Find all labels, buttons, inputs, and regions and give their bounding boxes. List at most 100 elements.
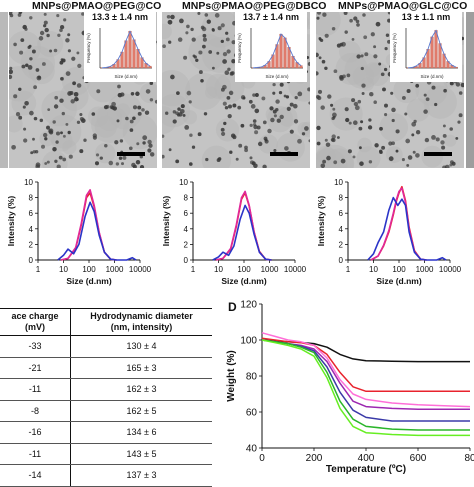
dls-series-line — [371, 187, 427, 260]
y-tick-label: 0 — [184, 256, 189, 265]
col-header-charge: ace charge (mV) — [0, 309, 71, 336]
y-tick-label: 10 — [179, 178, 188, 187]
dls-series-line — [216, 191, 272, 260]
x-tick-label: 100 — [392, 265, 406, 274]
histogram-inset-1: 13.3 ± 1.4 nm Size (d.nm) Frequency (%) — [84, 12, 156, 82]
x-tick-label: 10 — [59, 265, 68, 274]
histogram-bar — [280, 34, 283, 68]
y-tick-label: 2 — [29, 240, 34, 249]
dls-y-label: Intensity (%) — [316, 196, 326, 247]
histogram-bar — [435, 30, 438, 68]
tga-x-tick: 200 — [306, 453, 323, 464]
tga-y-tick: 40 — [246, 444, 258, 455]
panel-title-2: MNPs@PMAO@PEG@DBCO — [182, 0, 326, 12]
y-tick-label: 0 — [339, 256, 344, 265]
tga-x-tick: 600 — [410, 453, 427, 464]
hist-y-label: Frequency (%) — [392, 33, 397, 63]
panel-title-3: MNPs@PMAO@GLC@CO — [338, 0, 467, 12]
histogram-inset-2: 13.7 ± 1.4 nm Size (d.nm) Frequency (%) — [235, 12, 307, 82]
cell-charge: -11 — [0, 443, 71, 465]
histogram-inset-3: 13 ± 1.1 nm Size (d.nm) Frequency (%) — [390, 12, 462, 82]
dls-x-label: Size (d.nm) — [221, 276, 267, 286]
cell-diameter: 134 ± 6 — [71, 422, 213, 444]
cell-diameter: 162 ± 3 — [71, 379, 213, 401]
scale-bar — [270, 152, 298, 156]
y-tick-label: 10 — [24, 178, 33, 187]
cell-diameter: 137 ± 3 — [71, 465, 213, 487]
tga-series-line — [262, 340, 470, 362]
cell-charge: -11 — [0, 379, 71, 401]
cell-diameter: 130 ± 4 — [71, 336, 213, 358]
tga-y-tick: 120 — [240, 300, 257, 311]
dls-series-line — [213, 205, 272, 260]
y-tick-label: 6 — [29, 209, 34, 218]
size-label-2: 13.7 ± 1.4 nm — [235, 12, 307, 22]
tga-x-tick: 400 — [358, 453, 375, 464]
histogram-bar — [284, 38, 287, 68]
y-tick-label: 6 — [339, 209, 344, 218]
histogram-bar — [133, 40, 136, 68]
histogram-bar — [455, 67, 458, 68]
tga-series-line — [262, 340, 470, 430]
x-tick-label: 10 — [214, 265, 223, 274]
x-tick-label: 10000 — [284, 265, 307, 274]
x-tick-label: 10000 — [129, 265, 152, 274]
x-tick-label: 1000 — [261, 265, 279, 274]
histogram-bar — [431, 37, 434, 68]
x-tick-label: 10000 — [439, 265, 462, 274]
y-tick-label: 10 — [334, 178, 343, 187]
dls-y-label: Intensity (%) — [161, 196, 171, 247]
dls-y-label: Intensity (%) — [6, 196, 16, 247]
y-tick-label: 8 — [339, 194, 344, 203]
x-tick-label: 1 — [346, 265, 351, 274]
y-tick-label: 0 — [29, 256, 34, 265]
y-tick-label: 8 — [29, 194, 34, 203]
tga-y-tick: 60 — [246, 408, 258, 419]
cell-diameter: 143 ± 5 — [71, 443, 213, 465]
dls-series-line — [58, 202, 136, 260]
x-tick-label: 100 — [237, 265, 251, 274]
scale-bar — [117, 152, 145, 156]
cell-diameter: 165 ± 3 — [71, 357, 213, 379]
col-header-diameter: Hydrodynamic diameter (nm, intensity) — [71, 309, 213, 336]
size-label-1: 13.3 ± 1.4 nm — [84, 12, 156, 22]
dls-x-label: Size (d.nm) — [66, 276, 112, 286]
y-tick-label: 2 — [184, 240, 189, 249]
cell-charge: -14 — [0, 465, 71, 487]
x-tick-label: 1 — [36, 265, 41, 274]
x-tick-label: 1000 — [416, 265, 434, 274]
cell-charge: -16 — [0, 422, 71, 444]
tga-x-tick: 0 — [259, 453, 265, 464]
tga-x-label: Temperature (ºC) — [326, 464, 406, 475]
y-tick-label: 4 — [339, 225, 344, 234]
size-label-3: 13 ± 1.1 nm — [390, 12, 462, 22]
hist-x-label: Size (d.nm) — [114, 74, 138, 79]
histogram-bar — [129, 31, 132, 68]
y-tick-label: 4 — [184, 225, 189, 234]
x-tick-label: 100 — [82, 265, 96, 274]
dls-series-line — [371, 188, 427, 260]
tga-y-tick: 100 — [240, 336, 257, 347]
x-tick-label: 1 — [191, 265, 196, 274]
dls-series-line — [216, 193, 272, 260]
clipped-image-edge — [0, 12, 8, 168]
hist-x-label: Size (d.nm) — [265, 74, 289, 79]
characterization-table: ace charge (mV) Hydrodynamic diameter (n… — [0, 308, 212, 487]
histogram-bar — [300, 66, 303, 68]
hist-y-label: Frequency (%) — [237, 33, 242, 63]
dls-x-label: Size (d.nm) — [376, 276, 422, 286]
hist-x-label: Size (d.nm) — [420, 74, 444, 79]
cell-charge: -33 — [0, 336, 71, 358]
tga-y-label: Weight (%) — [226, 350, 237, 401]
hist-y-label: Frequency (%) — [86, 33, 91, 63]
